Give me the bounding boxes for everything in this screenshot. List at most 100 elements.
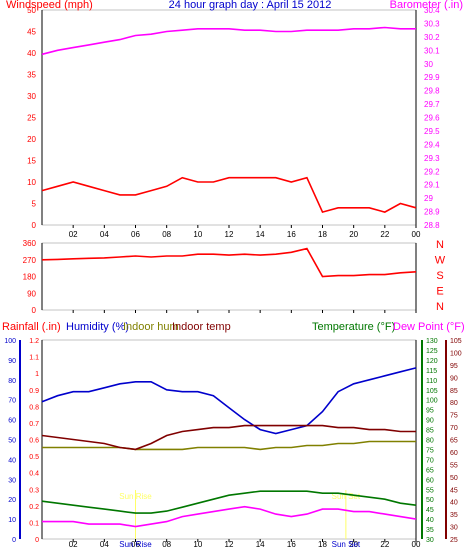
barometer-tick-label: 29.9 [424,73,440,82]
top-x-tick-label: 18 [318,230,327,239]
temperature-tick-label: 30 [426,537,434,544]
humidity-tick-label: 10 [8,517,16,524]
barometer-tick-label: 29 [424,194,433,203]
temperature-tick-label: 110 [426,378,437,385]
barometer-tick-label: 29.3 [424,154,440,163]
temperature-tick-label: 105 [426,388,438,395]
barometer-tick-label: 29.5 [424,127,440,136]
top-x-tick-label: 06 [131,230,140,239]
compass-letter: W [435,255,446,267]
rain-tick-label: 0.3 [29,487,39,494]
top-x-tick-label: 22 [380,230,389,239]
windspeed-label: Windspeed (mph) [6,0,93,11]
bottom-x-tick-label: 16 [287,540,296,549]
temperature-tick-label: 70 [426,457,434,464]
temperature-tick-label: 125 [426,348,438,355]
legend-temperature: Temperature (°F) [312,321,395,333]
temperature-tick-label: 55 [426,487,434,494]
dew-point-tick-label: 85 [450,388,458,395]
compass-letter: N [436,301,444,313]
rain-tick-label: 0.8 [29,404,39,411]
windspeed-tick-label: 40 [27,49,36,58]
temperature-tick-label: 95 [426,408,434,415]
bottom-x-tick-label: 18 [318,540,327,549]
rain-tick-label: 1 [35,371,39,378]
dew-point-tick-label: 100 [450,350,462,357]
barometer-tick-label: 30.3 [424,19,440,28]
top-x-tick-label: 12 [225,230,234,239]
rain-tick-label: 0.2 [29,504,39,511]
wind-direction-line [41,247,417,278]
data-series [41,26,417,539]
bottom-x-tick-label: 14 [256,540,265,549]
windspeed-tick-label: 15 [27,157,36,166]
humidity-tick-label: 80 [8,378,16,385]
barometer-tick-label: 30.4 [424,6,440,15]
bottom-x-tick-label: 06 [131,540,140,549]
windspeed-tick-label: 20 [27,135,36,144]
rain-tick-label: 1.2 [29,338,39,345]
rain-tick-label: 0.7 [29,421,39,428]
rain-tick-label: 0.9 [29,388,39,395]
windspeed-line [41,176,417,214]
temperature-tick-label: 80 [426,438,434,445]
windspeed-tick-label: 30 [27,92,36,101]
top-x-tick-label: 20 [349,230,358,239]
temperature-tick-label: 85 [426,428,434,435]
direction-tick-label: 90 [27,289,36,298]
humidity-tick-label: 50 [8,438,16,445]
top-x-tick-label: 08 [162,230,171,239]
rain-tick-label: 0.4 [29,471,39,478]
windspeed-tick-label: 50 [27,6,36,15]
bottom-x-tick-label: 20 [349,540,358,549]
barometer-tick-label: 28.9 [424,208,440,217]
dew-point-line [42,505,417,528]
humidity-tick-label: 60 [8,418,16,425]
windspeed-tick-label: 0 [32,221,37,230]
bottom-x-tick-label: 12 [225,540,234,549]
direction-tick-label: 180 [23,273,37,282]
legend-humidity: Humidity (%) [66,321,129,333]
barometer-tick-label: 30.1 [424,46,440,55]
dew-point-tick-label: 50 [450,475,458,482]
windspeed-tick-label: 45 [27,28,36,37]
direction-tick-label: 0 [32,306,37,315]
barometer-label: Barometer (.in) [390,0,463,11]
humidity-tick-label: 100 [4,338,16,345]
top-x-tick-label: 10 [193,230,202,239]
temperature-tick-label: 100 [426,398,438,405]
rain-tick-label: 0.6 [29,438,39,445]
sun-rise-label: Sun Rise [119,540,152,549]
tick-labels: 0202040406060808101012121414161618182020… [4,6,461,549]
rain-tick-label: 0 [35,537,39,544]
mid-panel-border [41,242,417,311]
rain-tick-label: 0.1 [29,520,39,527]
direction-tick-label: 360 [23,239,37,248]
temperature-tick-label: 120 [426,358,438,365]
windspeed-tick-label: 10 [27,178,36,187]
graph-title: 24 hour graph day : April 15 2012 [169,0,332,11]
direction-tick-label: 270 [23,256,37,265]
windspeed-tick-label: 5 [32,200,37,209]
temperature-tick-label: 60 [426,477,434,484]
indoor-humidity-line [42,440,416,451]
temperature-tick-label: 130 [426,338,438,345]
dew-point-tick-label: 35 [450,512,458,519]
legend-indoor-temp: Indoor temp [172,321,231,333]
windspeed-tick-label: 25 [27,114,36,123]
dew-point-tick-label: 40 [450,500,458,507]
compass-letter: N [436,239,444,251]
humidity-tick-label: 90 [8,358,16,365]
humidity-line [41,367,417,435]
barometer-tick-label: 29.2 [424,167,440,176]
legend-dew-point: Dew Point (°F) [393,321,465,333]
bottom-x-tick-label: 04 [100,540,109,549]
temperature-tick-label: 35 [426,527,434,534]
top-x-tick-label: 00 [412,230,421,239]
dew-point-tick-label: 60 [450,450,458,457]
compass-letter: E [436,286,443,298]
legend-indoor-hum: Indoor hum [123,321,179,333]
temperature-tick-label: 115 [426,368,437,375]
temperature-tick-label: 50 [426,497,434,504]
dew-point-tick-label: 75 [450,413,458,420]
